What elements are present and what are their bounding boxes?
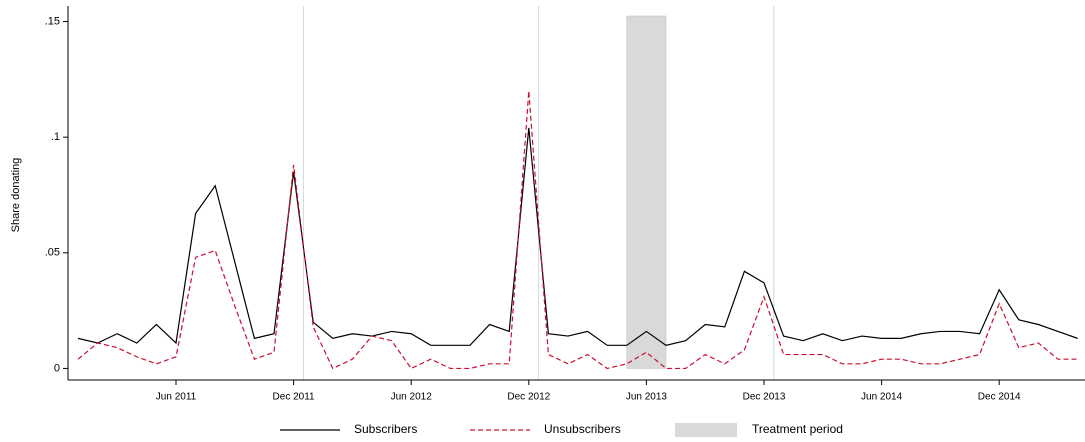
legend-label: Unsubscribers — [544, 422, 621, 436]
x-tick-label: Jun 2013 — [626, 392, 668, 403]
x-tick-label: Jun 2011 — [156, 392, 197, 403]
y-axis-label: Share donating — [10, 158, 22, 233]
x-tick-label: Dec 2012 — [507, 392, 550, 403]
y-tick-label: .15 — [45, 15, 60, 27]
legend-label: Treatment period — [752, 422, 843, 436]
y-tick-label: .05 — [45, 247, 60, 259]
x-tick-label: Jun 2012 — [391, 392, 433, 403]
shaded-region — [626, 15, 667, 369]
y-tick-label: 0 — [54, 362, 60, 374]
legend-swatch — [675, 423, 737, 437]
legend-label: Subscribers — [354, 422, 417, 436]
x-tick-label: Dec 2013 — [743, 392, 786, 403]
x-tick-label: Dec 2011 — [273, 392, 316, 403]
x-tick-label: Dec 2014 — [978, 392, 1021, 403]
x-tick-label: Jun 2014 — [861, 392, 903, 403]
series-line — [77, 127, 1078, 346]
series-line — [77, 90, 1078, 370]
y-tick-label: .1 — [51, 131, 60, 143]
